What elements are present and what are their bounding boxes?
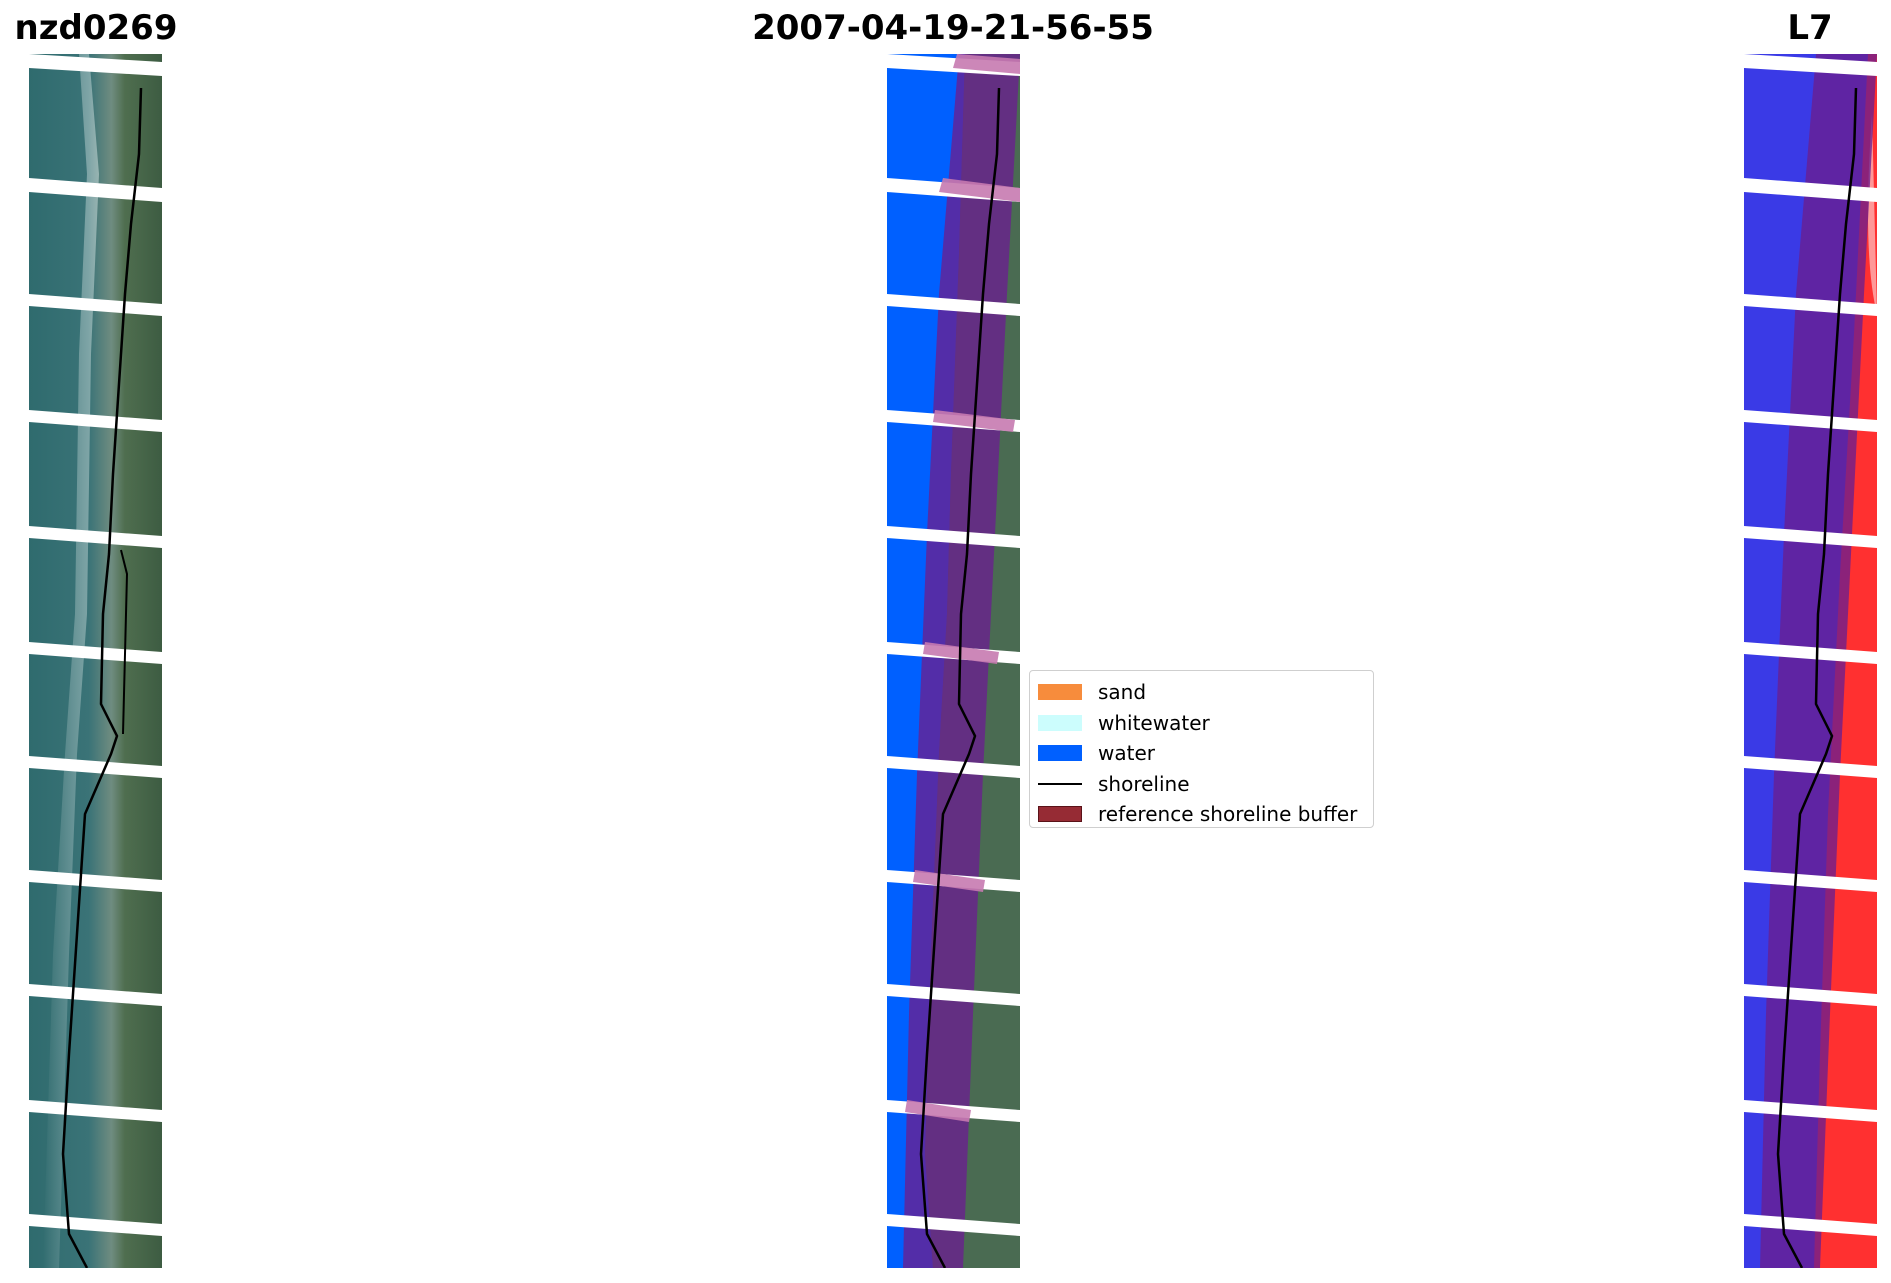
panel-title-satellite: L7: [1787, 8, 1833, 48]
rgb-image-panel: [29, 54, 162, 1268]
legend-label-shoreline: shoreline: [1098, 771, 1190, 796]
legend-swatch-buffer: [1038, 806, 1082, 823]
legend: sand whitewater water shoreline referenc…: [1029, 670, 1374, 828]
legend-item-shoreline: shoreline: [1038, 769, 1373, 800]
panel-title-date: 2007-04-19-21-56-55: [752, 8, 1154, 48]
legend-item-buffer: reference shoreline buffer: [1038, 799, 1373, 830]
legend-label-whitewater: whitewater: [1098, 710, 1210, 735]
legend-item-sand: sand: [1038, 677, 1373, 708]
classified-image-panel: [887, 54, 1020, 1268]
legend-item-whitewater: whitewater: [1038, 708, 1373, 739]
legend-swatch-water: [1038, 745, 1082, 762]
index-image-panel: [1744, 54, 1877, 1268]
legend-swatch-sand: [1038, 684, 1082, 701]
panel-title-site: nzd0269: [14, 8, 178, 48]
legend-swatch-whitewater: [1038, 714, 1082, 731]
legend-item-water: water: [1038, 738, 1373, 769]
legend-swatch-shoreline: [1038, 782, 1082, 785]
legend-label-water: water: [1098, 741, 1155, 766]
legend-label-buffer: reference shoreline buffer: [1098, 802, 1358, 827]
legend-label-sand: sand: [1098, 680, 1147, 705]
